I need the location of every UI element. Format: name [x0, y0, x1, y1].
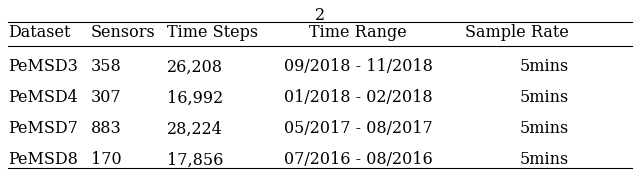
Text: 307: 307 — [91, 89, 121, 106]
Text: 883: 883 — [91, 120, 122, 137]
Text: PeMSD8: PeMSD8 — [8, 151, 77, 168]
Text: PeMSD3: PeMSD3 — [8, 58, 77, 75]
Text: 09/2018 - 11/2018: 09/2018 - 11/2018 — [284, 58, 433, 75]
Text: 05/2017 - 08/2017: 05/2017 - 08/2017 — [284, 120, 433, 137]
Text: 17,856: 17,856 — [167, 151, 223, 168]
Text: Time Range: Time Range — [309, 24, 407, 41]
Text: 358: 358 — [91, 58, 122, 75]
Text: 170: 170 — [91, 151, 121, 168]
Text: 28,224: 28,224 — [167, 120, 223, 137]
Text: Sample Rate: Sample Rate — [465, 24, 568, 41]
Text: 26,208: 26,208 — [167, 58, 223, 75]
Text: 5mins: 5mins — [519, 58, 568, 75]
Text: 5mins: 5mins — [519, 120, 568, 137]
Text: Sensors: Sensors — [91, 24, 156, 41]
Text: Dataset: Dataset — [8, 24, 70, 41]
Text: 07/2016 - 08/2016: 07/2016 - 08/2016 — [284, 151, 433, 168]
Text: PeMSD4: PeMSD4 — [8, 89, 77, 106]
Text: 2: 2 — [315, 6, 325, 24]
Text: 5mins: 5mins — [519, 89, 568, 106]
Text: 16,992: 16,992 — [167, 89, 223, 106]
Text: PeMSD7: PeMSD7 — [8, 120, 77, 137]
Text: Time Steps: Time Steps — [167, 24, 258, 41]
Text: 01/2018 - 02/2018: 01/2018 - 02/2018 — [284, 89, 433, 106]
Text: 5mins: 5mins — [519, 151, 568, 168]
